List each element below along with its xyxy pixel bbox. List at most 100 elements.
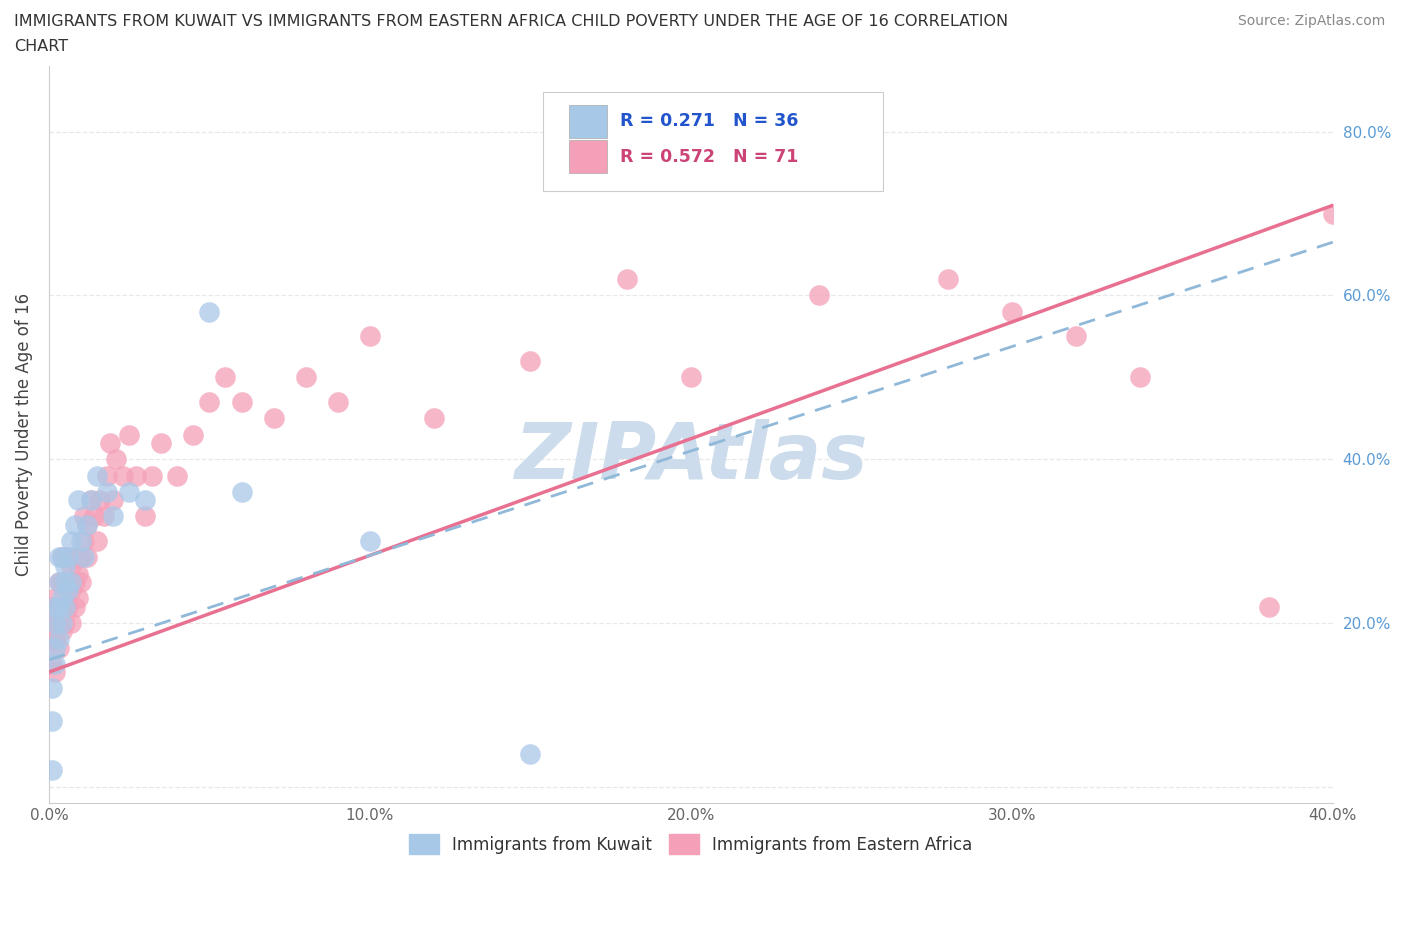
Point	[263, 411, 285, 426]
Point	[118, 427, 141, 442]
Point	[53, 558, 76, 573]
Point	[58, 550, 80, 565]
Point	[101, 493, 124, 508]
Text: CHART: CHART	[14, 39, 67, 54]
Point	[423, 411, 446, 426]
Point	[48, 640, 70, 655]
Point	[134, 509, 156, 524]
Point	[1257, 599, 1279, 614]
Point	[214, 370, 236, 385]
Point	[134, 493, 156, 508]
Point	[80, 493, 103, 508]
Point	[44, 616, 66, 631]
Point	[44, 665, 66, 680]
Point	[73, 550, 96, 565]
Point	[326, 394, 349, 409]
Text: Source: ZipAtlas.com: Source: ZipAtlas.com	[1237, 14, 1385, 28]
Point	[70, 575, 93, 590]
Point	[96, 468, 118, 483]
Point	[231, 394, 253, 409]
Point	[231, 485, 253, 499]
Point	[60, 558, 83, 573]
Point	[48, 575, 70, 590]
Point	[936, 272, 959, 286]
Point	[60, 583, 83, 598]
Point	[51, 591, 73, 605]
Point	[141, 468, 163, 483]
Y-axis label: Child Poverty Under the Age of 16: Child Poverty Under the Age of 16	[15, 293, 32, 577]
Point	[1001, 304, 1024, 319]
Point	[63, 517, 86, 532]
Point	[80, 493, 103, 508]
Point	[41, 599, 63, 614]
Point	[519, 353, 541, 368]
Point	[83, 509, 105, 524]
Point	[73, 509, 96, 524]
Point	[76, 517, 98, 532]
Point	[359, 534, 381, 549]
Point	[41, 631, 63, 646]
Point	[73, 534, 96, 549]
Point	[51, 550, 73, 565]
Point	[44, 640, 66, 655]
Point	[89, 493, 111, 508]
Point	[66, 591, 89, 605]
Point	[183, 427, 205, 442]
Point	[48, 599, 70, 614]
Point	[44, 657, 66, 671]
Legend: Immigrants from Kuwait, Immigrants from Eastern Africa: Immigrants from Kuwait, Immigrants from …	[402, 828, 979, 861]
Point	[96, 485, 118, 499]
Point	[76, 550, 98, 565]
Point	[124, 468, 146, 483]
Point	[41, 713, 63, 728]
Point	[51, 599, 73, 614]
Point	[60, 616, 83, 631]
Point	[98, 435, 121, 450]
Text: ZIPAtlas: ZIPAtlas	[515, 418, 868, 495]
FancyBboxPatch shape	[543, 92, 883, 192]
Text: IMMIGRANTS FROM KUWAIT VS IMMIGRANTS FROM EASTERN AFRICA CHILD POVERTY UNDER THE: IMMIGRANTS FROM KUWAIT VS IMMIGRANTS FRO…	[14, 14, 1008, 29]
Point	[41, 681, 63, 696]
Point	[53, 599, 76, 614]
Point	[1129, 370, 1152, 385]
Point	[53, 575, 76, 590]
Point	[58, 575, 80, 590]
Point	[48, 631, 70, 646]
Point	[60, 534, 83, 549]
Point	[93, 509, 115, 524]
Point	[66, 493, 89, 508]
Point	[58, 599, 80, 614]
Point	[51, 550, 73, 565]
Point	[41, 657, 63, 671]
Point	[294, 370, 316, 385]
Point	[1064, 329, 1087, 344]
Point	[63, 575, 86, 590]
Point	[53, 616, 76, 631]
Point	[1322, 206, 1344, 221]
Point	[60, 575, 83, 590]
Point	[198, 304, 221, 319]
Point	[58, 550, 80, 565]
Point	[44, 591, 66, 605]
Point	[51, 575, 73, 590]
Point	[198, 394, 221, 409]
Point	[48, 575, 70, 590]
Point	[86, 468, 108, 483]
Point	[51, 624, 73, 639]
Point	[63, 550, 86, 565]
Point	[53, 550, 76, 565]
Point	[150, 435, 173, 450]
FancyBboxPatch shape	[569, 140, 607, 173]
Point	[53, 599, 76, 614]
FancyBboxPatch shape	[569, 105, 607, 138]
Point	[111, 468, 134, 483]
Point	[359, 329, 381, 344]
Point	[66, 566, 89, 581]
Point	[48, 550, 70, 565]
Point	[70, 534, 93, 549]
Point	[118, 485, 141, 499]
Point	[44, 599, 66, 614]
Point	[70, 550, 93, 565]
Point	[58, 583, 80, 598]
Point	[101, 509, 124, 524]
